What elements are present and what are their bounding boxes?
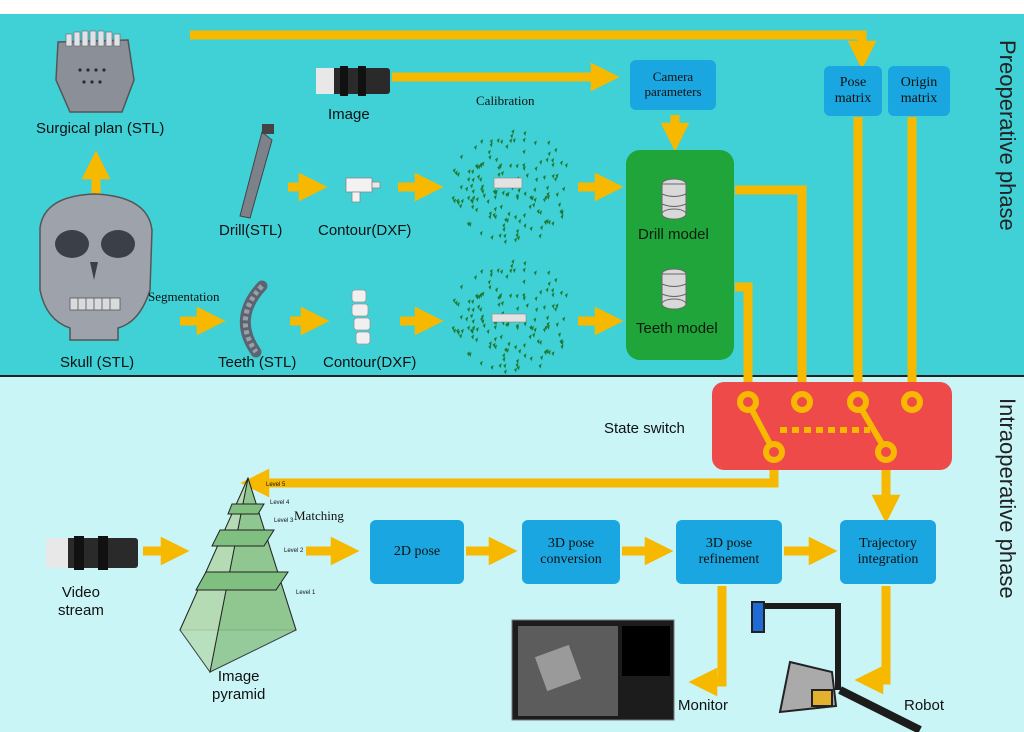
pyramid-level-label: Level 3 — [274, 518, 294, 524]
monitor-label: Monitor — [678, 697, 729, 714]
skull-model — [39, 193, 153, 341]
arrows — [81, 30, 917, 697]
pose-2d-box: 2D pose — [370, 520, 464, 584]
calibration-sphere-drill — [451, 129, 568, 245]
surgical-plan-model — [55, 30, 135, 113]
segmentation-label: Segmentation — [148, 289, 220, 304]
pose-matrix-box: Pose matrix — [824, 66, 882, 116]
drill-model-label: Drill model — [638, 226, 709, 243]
contour-teeth-label: Contour(DXF) — [323, 354, 417, 371]
pose-3d-refinement-box: 3D pose refinement — [676, 520, 782, 584]
arrow-refine-to-monitor — [688, 586, 727, 697]
state-switch-contacts — [737, 391, 923, 463]
arrow-traj-to-robot — [854, 586, 891, 695]
teeth-picture — [239, 280, 268, 358]
origin-matrix-box: Origin matrix — [888, 66, 950, 116]
drill-contour-picture — [345, 177, 381, 203]
calibration-sphere-teeth — [451, 259, 568, 375]
surgical-plan-label: Surgical plan (STL) — [36, 120, 165, 137]
teeth-contour-picture — [351, 289, 371, 345]
teeth-label: Teeth (STL) — [218, 354, 297, 371]
pyramid-level-label: Level 4 — [270, 500, 290, 506]
pyramid-level-label: Level 1 — [296, 590, 316, 596]
video-stream-label: Video stream — [58, 584, 104, 619]
robot-label: Robot — [904, 697, 945, 714]
camera-picture — [316, 66, 390, 96]
matching-label: Matching — [294, 508, 344, 523]
pyramid-level-label: Level 2 — [284, 548, 304, 554]
image-pyramid-label: Image pyramid — [212, 668, 266, 703]
contour-drill-label: Contour(DXF) — [318, 222, 412, 239]
calibration-label: Calibration — [476, 93, 535, 108]
line-drill-model-to-switch — [735, 185, 807, 398]
trajectory-integration-box: Trajectory integration — [840, 520, 936, 584]
drill-label: Drill(STL) — [219, 222, 283, 239]
database-icon — [661, 268, 687, 310]
video-camera-picture — [46, 536, 138, 570]
drill-picture — [239, 124, 274, 219]
arrow-top-to-pose — [190, 30, 877, 70]
monitor-picture — [511, 619, 675, 721]
pyramid-level-label: Level 5 — [266, 482, 286, 488]
state-switch-label: State switch — [604, 420, 685, 437]
pose-3d-conversion-box: 3D pose conversion — [522, 520, 620, 584]
skull-label: Skull (STL) — [60, 354, 135, 371]
line-teeth-model-to-switch — [735, 282, 753, 398]
image-pyramid-picture — [179, 476, 297, 674]
model-container — [626, 150, 734, 360]
robot-picture — [751, 601, 922, 732]
teeth-model-label: Teeth model — [636, 320, 718, 337]
preoperative-phase-label: Preoperative phase — [995, 40, 1020, 231]
intraoperative-phase-label: Intraoperative phase — [995, 398, 1020, 599]
camera-parameters-box: Camera parameters — [630, 60, 716, 110]
database-icon — [661, 178, 687, 220]
image-label: Image — [328, 106, 370, 123]
